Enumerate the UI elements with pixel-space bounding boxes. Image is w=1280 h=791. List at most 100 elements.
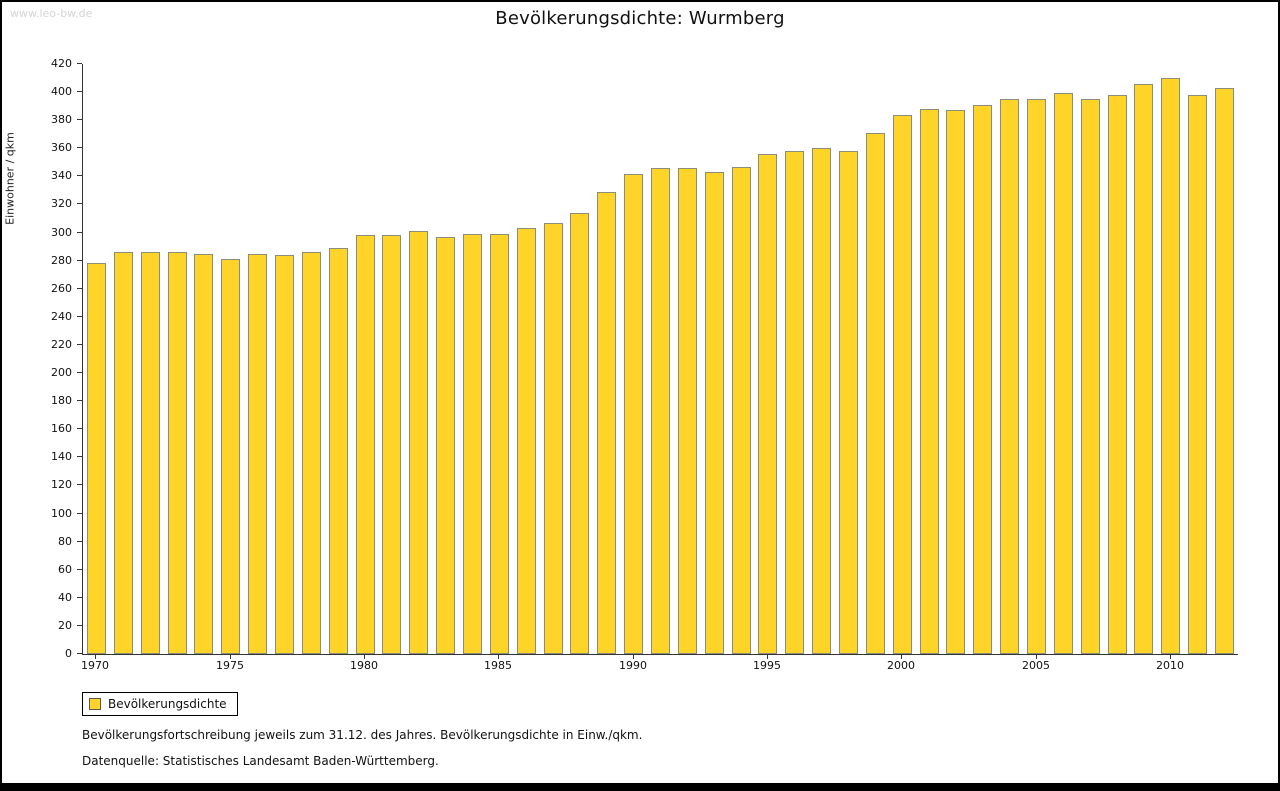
bar-1992	[678, 168, 697, 654]
x-tick-label-1975: 1975	[216, 659, 244, 672]
x-tick-label-1990: 1990	[619, 659, 647, 672]
bar-2005	[1027, 99, 1046, 654]
y-tick-label-220: 220	[51, 338, 72, 351]
y-axis: Einwohner / qkm 0 20 40 60 80 100 120 140 160 180…	[2, 58, 82, 660]
bar-1980	[356, 235, 375, 654]
x-tick-mark	[95, 655, 96, 659]
y-tick-label-40: 40	[58, 591, 72, 604]
bar-1975	[221, 259, 240, 654]
bar-1993	[705, 172, 724, 654]
x-tick-label-2010: 2010	[1156, 659, 1184, 672]
y-tick-label-100: 100	[51, 507, 72, 520]
legend-label: Bevölkerungsdichte	[108, 697, 227, 711]
bar-2009	[1134, 84, 1153, 654]
y-tick-mark	[77, 232, 82, 233]
bar-1971	[114, 252, 133, 654]
y-tick-label-80: 80	[58, 535, 72, 548]
y-tick-label-360: 360	[51, 141, 72, 154]
page-title: Bevölkerungsdichte: Wurmberg	[495, 8, 785, 29]
bar-1970	[87, 263, 106, 654]
bar-2002	[946, 110, 965, 654]
y-tick-label-400: 400	[51, 85, 72, 98]
bar-1995	[758, 154, 777, 654]
x-tick-label-2005: 2005	[1022, 659, 1050, 672]
footnote-source: Datenquelle: Statistisches Landesamt Bad…	[82, 754, 439, 768]
y-tick-mark	[77, 569, 82, 570]
bar-1991	[651, 168, 670, 654]
y-tick-mark	[77, 288, 82, 289]
y-tick-mark	[77, 653, 82, 654]
bar-1996	[785, 151, 804, 654]
watermark: www.leo-bw.de	[10, 7, 93, 20]
y-tick-label-420: 420	[51, 57, 72, 70]
bar-2010	[1161, 78, 1180, 654]
y-tick-mark	[77, 63, 82, 64]
y-tick-mark	[77, 400, 82, 401]
bar-2001	[920, 109, 939, 654]
bar-2011	[1188, 95, 1207, 654]
bar-2004	[1000, 99, 1019, 654]
y-tick-label-60: 60	[58, 563, 72, 576]
y-tick-mark	[77, 541, 82, 542]
bar-1978	[302, 252, 321, 654]
y-tick-label-320: 320	[51, 197, 72, 210]
bar-1998	[839, 151, 858, 654]
bar-1972	[141, 252, 160, 654]
y-tick-label-260: 260	[51, 282, 72, 295]
y-tick-label-120: 120	[51, 478, 72, 491]
x-tick-label-1970: 1970	[81, 659, 109, 672]
bar-1985	[490, 234, 509, 654]
bar-2012	[1215, 88, 1234, 654]
bar-1981	[382, 235, 401, 654]
bar-1989	[597, 192, 616, 654]
x-tick-mark	[1170, 655, 1171, 659]
y-tick-mark	[77, 119, 82, 120]
y-tick-mark	[77, 456, 82, 457]
y-tick-mark	[77, 428, 82, 429]
bar-1973	[168, 252, 187, 654]
x-tick-mark	[364, 655, 365, 659]
x-tick-mark	[633, 655, 634, 659]
y-tick-mark	[77, 372, 82, 373]
y-tick-label-380: 380	[51, 113, 72, 126]
y-tick-mark	[77, 147, 82, 148]
legend-swatch-icon	[89, 698, 101, 710]
bar-1982	[409, 231, 428, 654]
x-axis: 1970 1975 1980 1985 1990 1995 2000 2005 2010	[81, 655, 1237, 677]
y-tick-mark	[77, 344, 82, 345]
y-tick-mark	[77, 91, 82, 92]
bar-1974	[194, 254, 213, 654]
y-tick-label-200: 200	[51, 366, 72, 379]
x-tick-label-1995: 1995	[753, 659, 781, 672]
x-tick-mark	[230, 655, 231, 659]
x-tick-label-2000: 2000	[887, 659, 915, 672]
bar-1994	[732, 167, 751, 654]
bar-1984	[463, 234, 482, 654]
bar-1997	[812, 148, 831, 654]
y-tick-label-340: 340	[51, 169, 72, 182]
y-axis-label: Einwohner / qkm	[3, 132, 17, 225]
y-tick-label-300: 300	[51, 226, 72, 239]
y-tick-label-140: 140	[51, 450, 72, 463]
bar-1990	[624, 174, 643, 654]
x-tick-mark	[498, 655, 499, 659]
bar-1976	[248, 254, 267, 654]
y-tick-mark	[77, 484, 82, 485]
x-tick-label-1980: 1980	[350, 659, 378, 672]
y-tick-label-180: 180	[51, 394, 72, 407]
legend: Bevölkerungsdichte	[82, 692, 238, 716]
y-tick-label-20: 20	[58, 619, 72, 632]
x-tick-label-1985: 1985	[484, 659, 512, 672]
y-tick-mark	[77, 260, 82, 261]
y-tick-mark	[77, 175, 82, 176]
y-tick-mark	[77, 513, 82, 514]
y-tick-mark	[77, 597, 82, 598]
bar-2000	[893, 115, 912, 654]
bar-1987	[544, 223, 563, 654]
y-tick-mark	[77, 316, 82, 317]
bar-1979	[329, 248, 348, 654]
y-tick-label-0: 0	[65, 647, 72, 660]
x-tick-mark	[901, 655, 902, 659]
bar-1999	[866, 133, 885, 654]
